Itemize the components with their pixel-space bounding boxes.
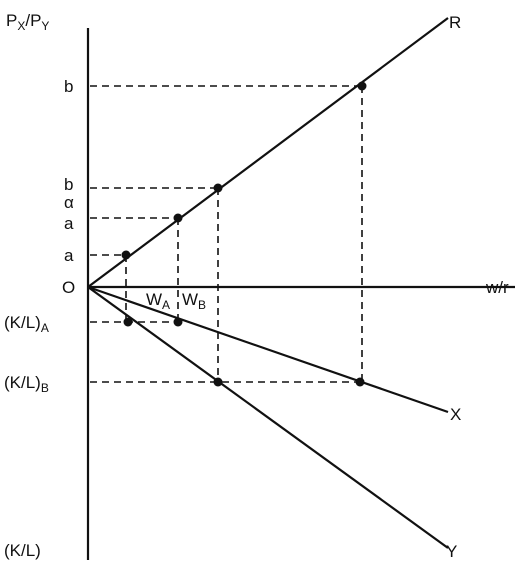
ray-y <box>87 286 449 549</box>
ray-r <box>87 17 449 288</box>
point-x-b <box>355 377 365 387</box>
tick-b-high: b <box>64 77 73 96</box>
point-r-a <box>173 213 183 223</box>
tick-a-low: a <box>64 246 74 265</box>
origin-label: O <box>62 278 75 297</box>
point-y-a <box>123 317 133 327</box>
x-axis-label: w/r <box>485 278 509 297</box>
point-r-high <box>357 81 367 91</box>
tick-a-mid: a <box>64 214 74 233</box>
tick-alpha: α <box>64 193 74 212</box>
tick-kl-a: (K/L)A <box>4 313 49 335</box>
point-x-a <box>173 317 183 327</box>
ray-x <box>87 285 449 414</box>
bottom-axis-label: (K/L) <box>4 541 41 560</box>
tick-kl-b: (K/L)B <box>4 373 49 395</box>
tick-b-mid: b <box>64 175 73 194</box>
point-r-low <box>121 250 131 260</box>
ray-r-label: R <box>449 13 461 32</box>
y-axis-label: PX/PY <box>6 11 49 33</box>
ray-x-label: X <box>450 405 461 424</box>
ray-y-label: Y <box>446 542 457 561</box>
wage-label-a: WA <box>146 290 170 312</box>
point-r-b <box>213 183 223 193</box>
wage-label-b: WB <box>182 290 206 312</box>
point-y-b <box>213 377 223 387</box>
